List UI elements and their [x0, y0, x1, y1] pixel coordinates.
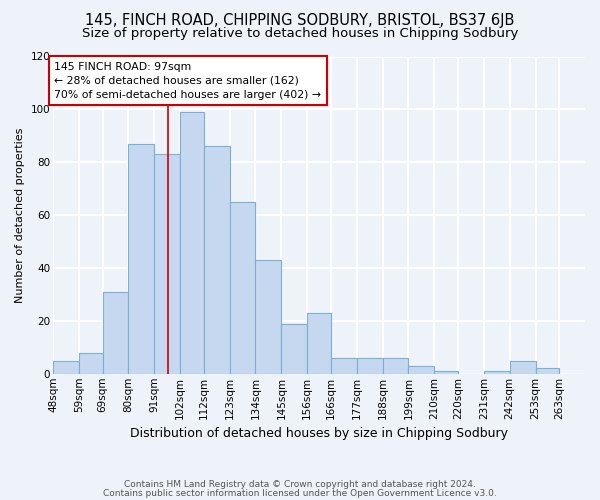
Bar	[230, 202, 256, 374]
Bar	[484, 371, 509, 374]
Bar	[383, 358, 409, 374]
Y-axis label: Number of detached properties: Number of detached properties	[15, 128, 25, 303]
Bar	[256, 260, 281, 374]
Text: Contains public sector information licensed under the Open Government Licence v3: Contains public sector information licen…	[103, 488, 497, 498]
Bar	[53, 360, 79, 374]
Text: Size of property relative to detached houses in Chipping Sodbury: Size of property relative to detached ho…	[82, 28, 518, 40]
Bar	[128, 144, 154, 374]
Bar	[103, 292, 128, 374]
Bar	[331, 358, 356, 374]
Bar	[204, 146, 230, 374]
Text: Contains HM Land Registry data © Crown copyright and database right 2024.: Contains HM Land Registry data © Crown c…	[124, 480, 476, 489]
Bar	[79, 352, 103, 374]
Bar	[536, 368, 559, 374]
Text: 145 FINCH ROAD: 97sqm
← 28% of detached houses are smaller (162)
70% of semi-det: 145 FINCH ROAD: 97sqm ← 28% of detached …	[54, 62, 321, 100]
Bar	[409, 366, 434, 374]
Bar	[434, 371, 458, 374]
Bar	[154, 154, 180, 374]
Bar	[281, 324, 307, 374]
Text: 145, FINCH ROAD, CHIPPING SODBURY, BRISTOL, BS37 6JB: 145, FINCH ROAD, CHIPPING SODBURY, BRIST…	[85, 12, 515, 28]
Bar	[307, 313, 331, 374]
Bar	[509, 360, 536, 374]
X-axis label: Distribution of detached houses by size in Chipping Sodbury: Distribution of detached houses by size …	[130, 427, 508, 440]
Bar	[180, 112, 204, 374]
Bar	[356, 358, 383, 374]
